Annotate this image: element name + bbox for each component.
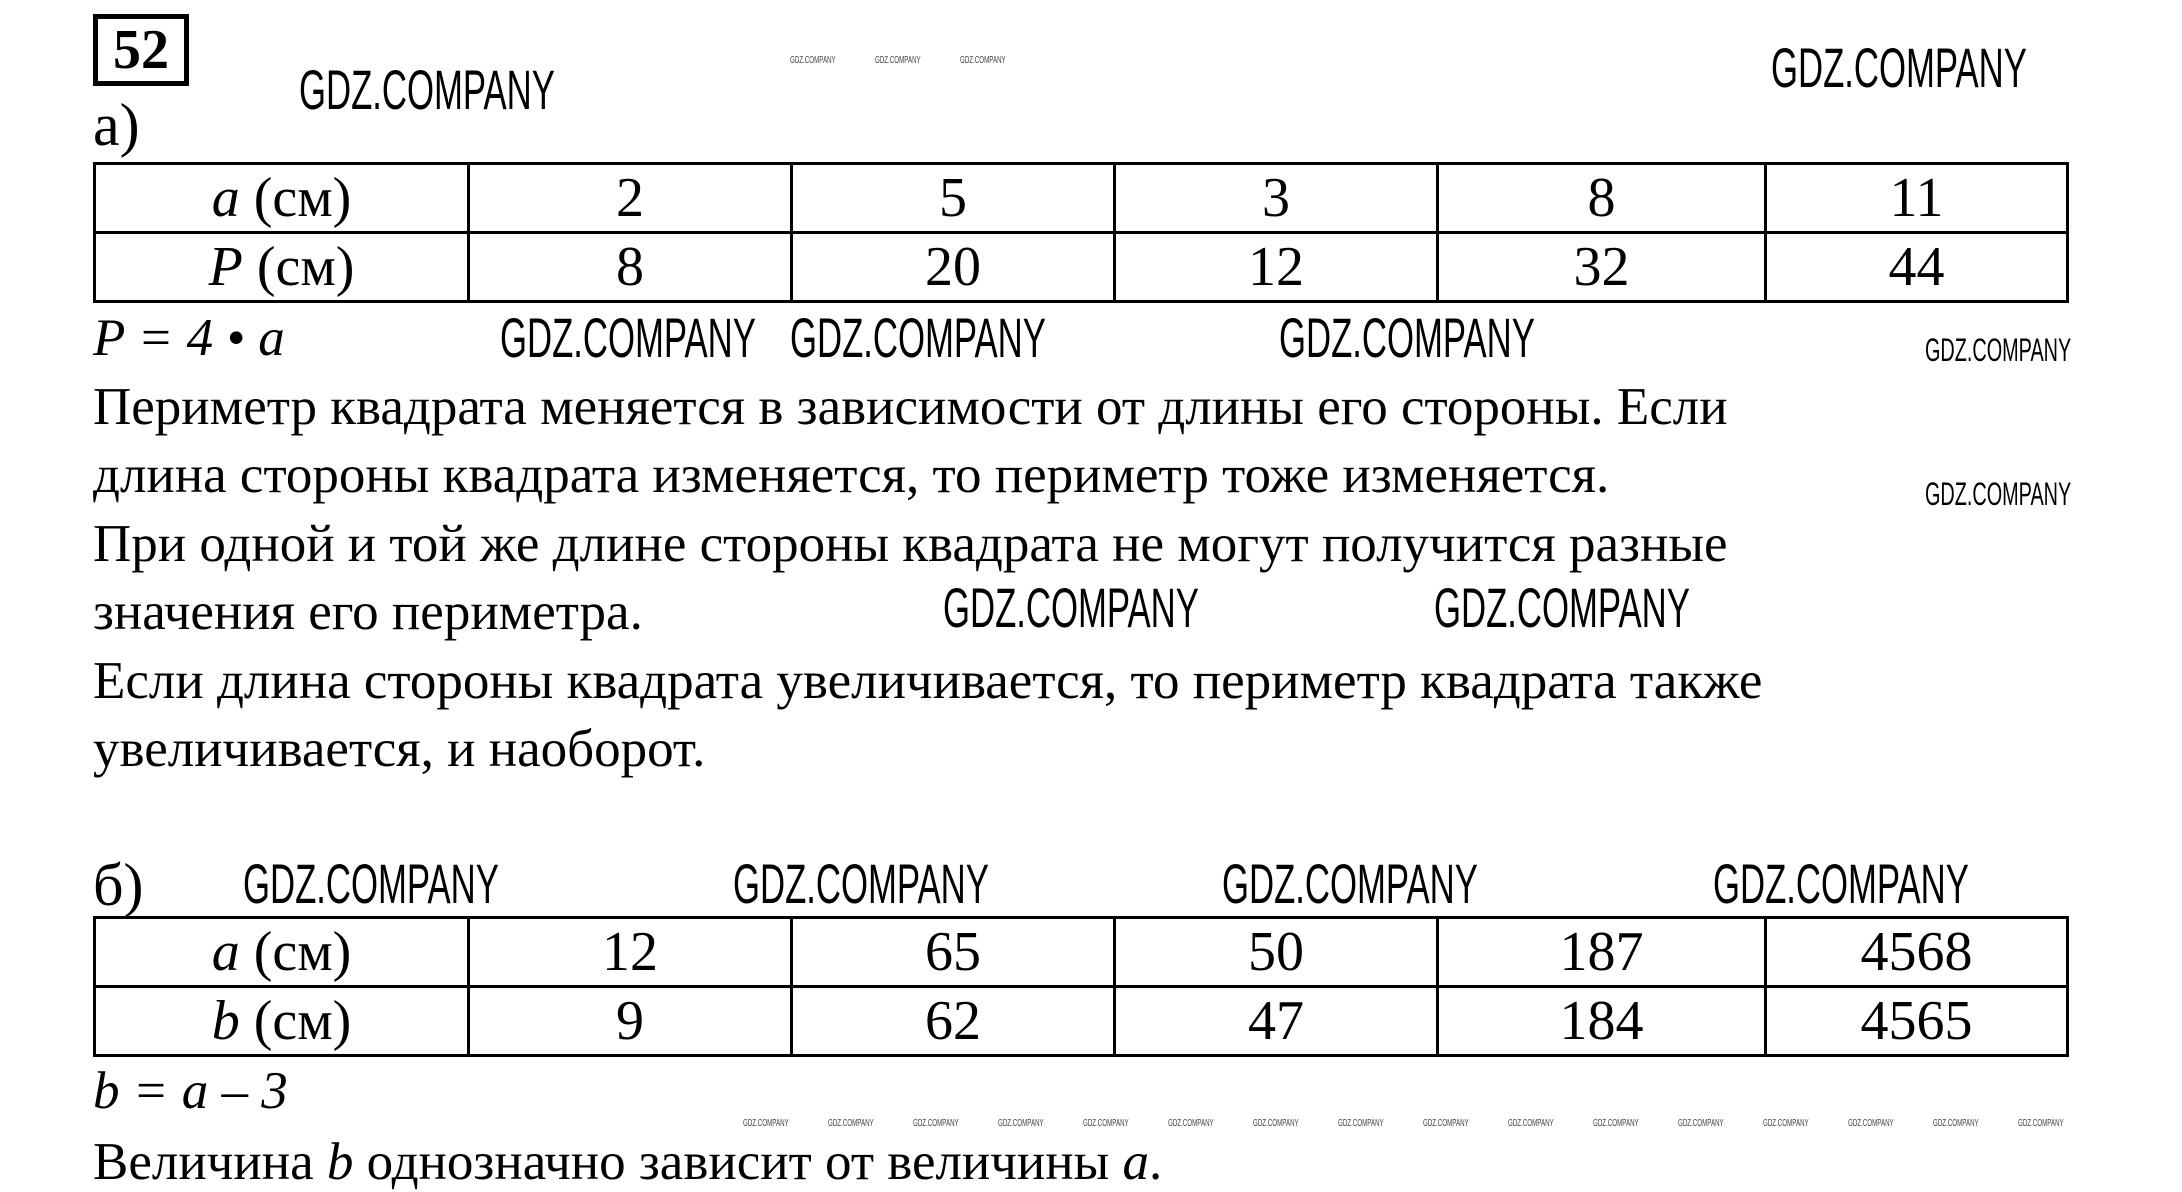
part-b-label: б)	[93, 852, 144, 918]
table-row: a (см) 2 5 3 8 11	[93, 162, 2069, 234]
table-b: a (см) 12 65 50 187 4568 b (см) 9 62 47 …	[93, 916, 2069, 1057]
cell: 3	[1113, 162, 1439, 234]
cell: 2	[467, 162, 793, 234]
watermark: GDZ.COMPANY	[743, 1118, 789, 1129]
row-header: b (см)	[93, 985, 470, 1057]
watermark: GDZ.COMPANY	[828, 1118, 874, 1129]
watermark: GDZ.COMPANY	[1279, 306, 1535, 369]
cell: 4568	[1764, 916, 2069, 988]
cell: 20	[790, 231, 1116, 303]
watermark: GDZ.COMPANY	[1925, 332, 2072, 368]
text-line: значения его периметра.	[93, 583, 643, 641]
watermark: GDZ.COMPANY	[1253, 1118, 1299, 1129]
cell: 47	[1113, 985, 1439, 1057]
cell: 8	[1436, 162, 1767, 234]
row-header: a (см)	[93, 162, 470, 234]
watermark: GDZ.COMPANY	[243, 852, 499, 915]
watermark: GDZ.COMPANY	[1771, 36, 2027, 99]
cell: 11	[1764, 162, 2069, 234]
watermark: GDZ.COMPANY	[1763, 1118, 1809, 1129]
text-line: длина стороны квадрата изменяется, то пе…	[93, 446, 1610, 504]
watermark: GDZ.COMPANY	[790, 306, 1046, 369]
text-line: Периметр квадрата меняется в зависимости…	[93, 378, 1728, 436]
cell: 184	[1436, 985, 1767, 1057]
cell: 12	[467, 916, 793, 988]
cell: 62	[790, 985, 1116, 1057]
watermark: GDZ.COMPANY	[1168, 1118, 1214, 1129]
text-line: При одной и той же длине стороны квадрат…	[93, 515, 1728, 573]
part-a-label: а)	[93, 92, 140, 158]
table-row: P (см) 8 20 12 32 44	[93, 231, 2069, 303]
watermark: GDZ.COMPANY	[1933, 1118, 1979, 1129]
watermark: GDZ.COMPANY	[790, 55, 836, 66]
watermark: GDZ.COMPANY	[1083, 1118, 1129, 1129]
problem-number: 52	[93, 14, 189, 86]
cell: 65	[790, 916, 1116, 988]
watermark: GDZ.COMPANY	[1434, 576, 1690, 639]
text-line: увеличивается, и наоборот.	[93, 720, 706, 778]
cell: 5	[790, 162, 1116, 234]
text-line: Если длина стороны квадрата увеличиваетс…	[93, 652, 1763, 710]
cell: 187	[1436, 916, 1767, 988]
watermark: GDZ.COMPANY	[2018, 1118, 2064, 1129]
formula-b: b = a – 3	[93, 1062, 288, 1120]
watermark: GDZ.COMPANY	[1508, 1118, 1554, 1129]
watermark: GDZ.COMPANY	[1713, 852, 1969, 915]
cell: 50	[1113, 916, 1439, 988]
watermark: GDZ.COMPANY	[1678, 1118, 1724, 1129]
watermark: GDZ.COMPANY	[500, 306, 756, 369]
watermark: GDZ.COMPANY	[1222, 852, 1478, 915]
watermark: GDZ.COMPANY	[960, 55, 1006, 66]
watermark: GDZ.COMPANY	[1338, 1118, 1384, 1129]
table-row: a (см) 12 65 50 187 4568	[93, 916, 2069, 988]
conclusion: Величина b однозначно зависит от величин…	[93, 1133, 1163, 1191]
table-a: a (см) 2 5 3 8 11 P (см) 8 20 12 32 44	[93, 162, 2069, 303]
row-header: P (см)	[93, 231, 470, 303]
cell: 44	[1764, 231, 2069, 303]
cell: 4565	[1764, 985, 2069, 1057]
watermark: GDZ.COMPANY	[1848, 1118, 1894, 1129]
table-row: b (см) 9 62 47 184 4565	[93, 985, 2069, 1057]
cell: 8	[467, 231, 793, 303]
watermark: GDZ.COMPANY	[1593, 1118, 1639, 1129]
watermark: GDZ.COMPANY	[733, 852, 989, 915]
cell: 9	[467, 985, 793, 1057]
watermark: GDZ.COMPANY	[913, 1118, 959, 1129]
watermark: GDZ.COMPANY	[998, 1118, 1044, 1129]
row-header: a (см)	[93, 916, 470, 988]
watermark: GDZ.COMPANY	[299, 58, 555, 121]
watermark: GDZ.COMPANY	[1423, 1118, 1469, 1129]
cell: 32	[1436, 231, 1767, 303]
cell: 12	[1113, 231, 1439, 303]
watermark: GDZ.COMPANY	[1925, 476, 2072, 512]
watermark: GDZ.COMPANY	[943, 576, 1199, 639]
watermark: GDZ.COMPANY	[875, 55, 921, 66]
formula-a: P = 4 • a	[93, 309, 285, 367]
